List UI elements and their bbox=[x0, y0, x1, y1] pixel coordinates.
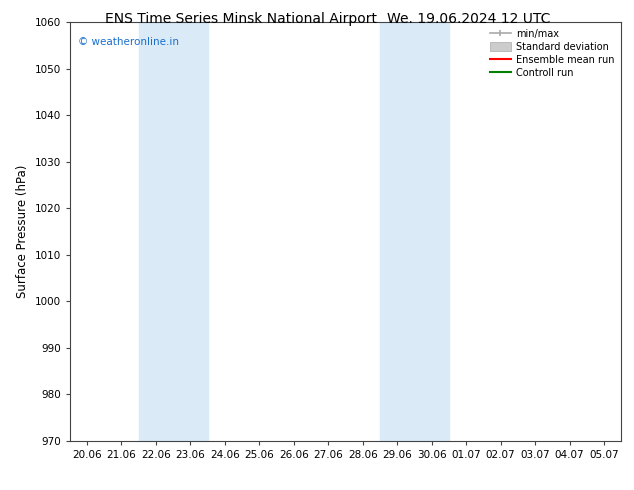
Text: © weatheronline.in: © weatheronline.in bbox=[78, 37, 179, 47]
Legend: min/max, Standard deviation, Ensemble mean run, Controll run: min/max, Standard deviation, Ensemble me… bbox=[486, 25, 618, 81]
Bar bbox=[139, 22, 207, 441]
Bar bbox=[380, 22, 449, 441]
Y-axis label: Surface Pressure (hPa): Surface Pressure (hPa) bbox=[16, 165, 29, 298]
Text: We. 19.06.2024 12 UTC: We. 19.06.2024 12 UTC bbox=[387, 12, 551, 26]
Text: ENS Time Series Minsk National Airport: ENS Time Series Minsk National Airport bbox=[105, 12, 377, 26]
